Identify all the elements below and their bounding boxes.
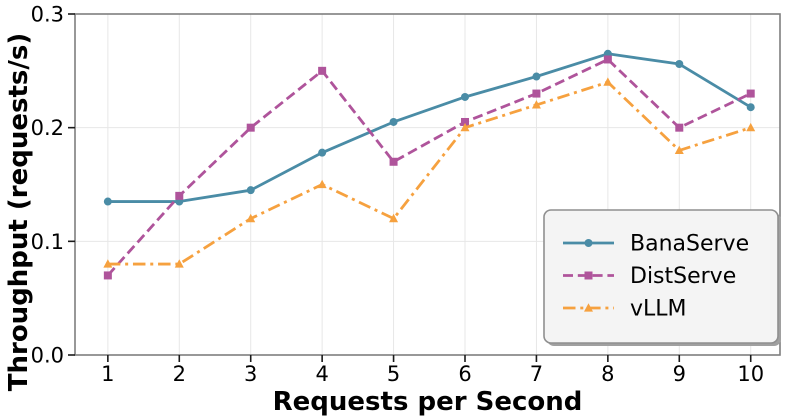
plot-border <box>74 13 781 356</box>
x-tick-label-2: 2 <box>173 362 186 386</box>
data-point-BanaServe-4 <box>318 148 327 157</box>
legend-entry-vLLM: vLLM <box>563 297 687 322</box>
data-point-BanaServe-7 <box>532 72 541 81</box>
x-tick-label-6: 6 <box>458 362 471 386</box>
legend-marker-DistServe <box>584 271 593 280</box>
legend: BanaServe DistServe vLLM <box>543 209 781 346</box>
data-point-vLLM-4 <box>317 179 327 189</box>
data-point-BanaServe-6 <box>461 92 469 101</box>
data-point-DistServe-10 <box>746 89 755 98</box>
x-tick-label-4: 4 <box>315 362 328 386</box>
data-point-vLLM-10 <box>746 122 756 132</box>
x-tick-label-7: 7 <box>530 362 543 386</box>
data-point-vLLM-3 <box>246 213 256 223</box>
legend-entry-BanaServe: BanaServe <box>563 232 749 257</box>
y-tick-label-2: 0.2 <box>31 116 64 140</box>
data-point-vLLM-6 <box>460 122 470 132</box>
data-point-vLLM-1 <box>103 259 113 268</box>
x-tick-label-10: 10 <box>737 362 764 386</box>
series-DistServe <box>103 55 755 280</box>
x-tick-label-3: 3 <box>244 362 257 386</box>
data-point-DistServe-1 <box>103 271 112 280</box>
data-point-vLLM-7 <box>531 100 541 109</box>
x-tick-label-9: 9 <box>673 362 686 386</box>
legend-entry-DistServe: DistServe <box>563 264 736 289</box>
data-point-BanaServe-10 <box>746 103 755 112</box>
data-point-BanaServe-1 <box>103 197 112 206</box>
data-point-DistServe-7 <box>532 89 541 98</box>
legend-label-vLLM: vLLM <box>630 297 687 322</box>
series-vLLM <box>103 77 756 268</box>
data-point-vLLM-5 <box>389 213 399 223</box>
y-axis-label: Throughput (requests/s) <box>4 33 34 392</box>
x-tick-label-8: 8 <box>601 362 614 386</box>
data-point-DistServe-4 <box>318 66 327 75</box>
data-point-BanaServe-9 <box>675 60 684 69</box>
tick-layer: 1 2 3 4 5 6 7 8 9 10 0.0 0.1 0.2 0.3 <box>31 3 764 387</box>
x-tick-label-5: 5 <box>387 362 400 386</box>
legend-marker-BanaServe <box>584 239 593 247</box>
data-point-DistServe-8 <box>603 55 612 64</box>
series-line-DistServe <box>106 58 752 277</box>
data-point-DistServe-3 <box>246 123 255 132</box>
data-point-vLLM-8 <box>603 77 613 86</box>
legend-label-BanaServe: BanaServe <box>630 232 749 257</box>
data-point-vLLM-9 <box>674 145 684 154</box>
data-point-BanaServe-3 <box>246 186 255 195</box>
legend-marker-vLLM <box>584 303 593 312</box>
series-line-vLLM <box>107 80 752 266</box>
x-axis-label: Requests per Second <box>273 387 583 417</box>
data-point-BanaServe-5 <box>389 117 398 126</box>
y-tick-label-3: 0.3 <box>31 3 64 27</box>
series-line-BanaServe <box>107 52 752 203</box>
data-point-DistServe-5 <box>389 157 398 166</box>
data-point-DistServe-6 <box>461 117 469 126</box>
y-tick-label-0: 0.0 <box>31 344 64 368</box>
data-point-DistServe-9 <box>675 123 684 132</box>
data-point-DistServe-2 <box>175 191 184 200</box>
legend-label-DistServe: DistServe <box>630 264 736 289</box>
data-point-vLLM-2 <box>174 259 184 268</box>
y-tick-label-1: 0.1 <box>31 230 64 254</box>
x-tick-label-1: 1 <box>101 362 114 386</box>
series-layer <box>103 49 756 280</box>
